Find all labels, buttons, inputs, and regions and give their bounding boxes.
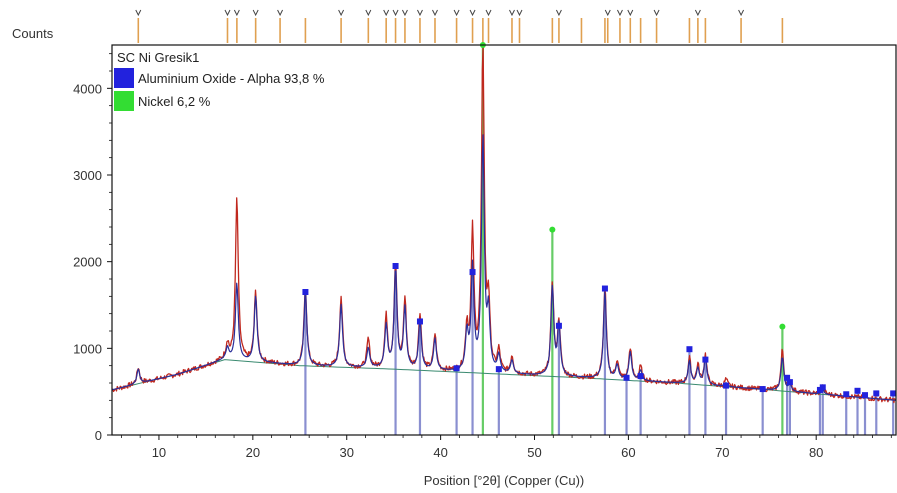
legend-swatch-aluminium-oxide	[114, 68, 134, 88]
plot-frame	[111, 44, 897, 436]
top-tick-chevron-16	[516, 9, 523, 17]
x-tick-label-50: 50	[527, 445, 541, 460]
reference-marker-nickel-2	[779, 323, 786, 330]
y-tick-label-0: 0	[95, 428, 102, 443]
x-tick-label-70: 70	[715, 445, 729, 460]
top-tick-chevron-2	[233, 9, 240, 17]
observed-pattern-line	[111, 44, 897, 404]
reference-marker-aluminium-oxide-8	[623, 374, 630, 381]
top-tick-chevron-10	[417, 9, 423, 17]
reference-marker-aluminium-oxide-4	[469, 269, 476, 276]
top-tick-chevron-5	[338, 9, 345, 17]
reference-marker-aluminium-oxide-5	[495, 366, 502, 373]
reference-marker-nickel-1	[549, 226, 556, 233]
y-tick-label-3000: 3000	[73, 168, 102, 183]
top-tick-chevron-8	[392, 9, 399, 17]
top-tick-chevron-3	[252, 9, 259, 17]
top-tick-chevron-19	[617, 9, 623, 17]
top-tick-chevron-0	[135, 9, 142, 17]
reference-marker-aluminium-oxide-1	[392, 263, 399, 269]
x-tick-label-80: 80	[809, 445, 823, 460]
reference-marker-aluminium-oxide-7	[601, 285, 608, 292]
reference-marker-aluminium-oxide-15	[786, 379, 793, 386]
top-tick-chevron-18	[604, 9, 611, 17]
reference-marker-aluminium-oxide-22	[890, 390, 897, 397]
top-tick-chevron-23	[738, 9, 745, 17]
top-tick-chevron-1	[224, 9, 231, 17]
reference-marker-aluminium-oxide-18	[843, 391, 850, 398]
y-axis-title: Counts	[12, 26, 54, 41]
reference-marker-aluminium-oxide-10	[686, 346, 693, 353]
reference-marker-aluminium-oxide-19	[854, 387, 861, 394]
top-tick-chevron-22	[694, 9, 701, 17]
x-tick-label-30: 30	[339, 445, 353, 460]
reference-marker-aluminium-oxide-2	[416, 318, 423, 325]
x-tick-label-60: 60	[621, 445, 635, 460]
x-axis-title: Position [°2θ] (Copper (Cu))	[424, 473, 585, 488]
reference-marker-aluminium-oxide-0	[302, 289, 309, 295]
top-tick-chevron-13	[469, 9, 476, 17]
y-tick-label-4000: 4000	[73, 81, 102, 96]
reference-marker-aluminium-oxide-3	[453, 365, 460, 372]
top-tick-chevron-20	[627, 9, 634, 17]
top-tick-chevron-12	[453, 9, 460, 17]
y-tick-label-1000: 1000	[73, 341, 102, 356]
top-tick-chevron-17	[555, 9, 562, 17]
top-tick-chevron-21	[653, 9, 660, 17]
top-tick-chevron-11	[432, 9, 438, 17]
reference-marker-aluminium-oxide-14	[784, 374, 791, 381]
reference-marker-aluminium-oxide-6	[555, 322, 562, 329]
reference-marker-aluminium-oxide-13	[759, 386, 766, 393]
top-tick-chevron-15	[509, 9, 515, 17]
reference-marker-aluminium-oxide-20	[862, 392, 869, 399]
top-tick-chevron-4	[277, 9, 284, 17]
x-tick-label-40: 40	[433, 445, 447, 460]
top-tick-marks	[135, 9, 784, 43]
y-tick-label-2000: 2000	[73, 255, 102, 270]
top-tick-chevron-7	[383, 9, 390, 17]
reference-marker-aluminium-oxide-11	[702, 356, 709, 363]
legend: SC Ni Gresik1 Aluminium Oxide - Alpha 93…	[114, 50, 325, 111]
legend-swatch-nickel	[114, 91, 134, 111]
chart-title: SC Ni Gresik1	[117, 50, 199, 65]
reference-marker-aluminium-oxide-21	[873, 390, 880, 397]
axes: 10 20 30 40 50 60 70 80 0 1000 2000 3000 4000	[73, 53, 892, 460]
top-tick-chevron-6	[365, 9, 372, 17]
reference-marker-aluminium-oxide-17	[819, 384, 826, 391]
top-tick-chevron-14	[485, 9, 492, 17]
plot-area	[111, 42, 897, 435]
top-tick-chevron-9	[401, 9, 408, 17]
reference-marker-aluminium-oxide-12	[723, 382, 730, 389]
legend-label-nickel: Nickel 6,2 %	[138, 94, 211, 109]
x-tick-label-20: 20	[246, 445, 260, 460]
legend-label-aluminium-oxide: Aluminium Oxide - Alpha 93,8 %	[138, 71, 325, 86]
x-tick-label-10: 10	[152, 445, 166, 460]
reference-marker-aluminium-oxide-9	[637, 373, 644, 380]
